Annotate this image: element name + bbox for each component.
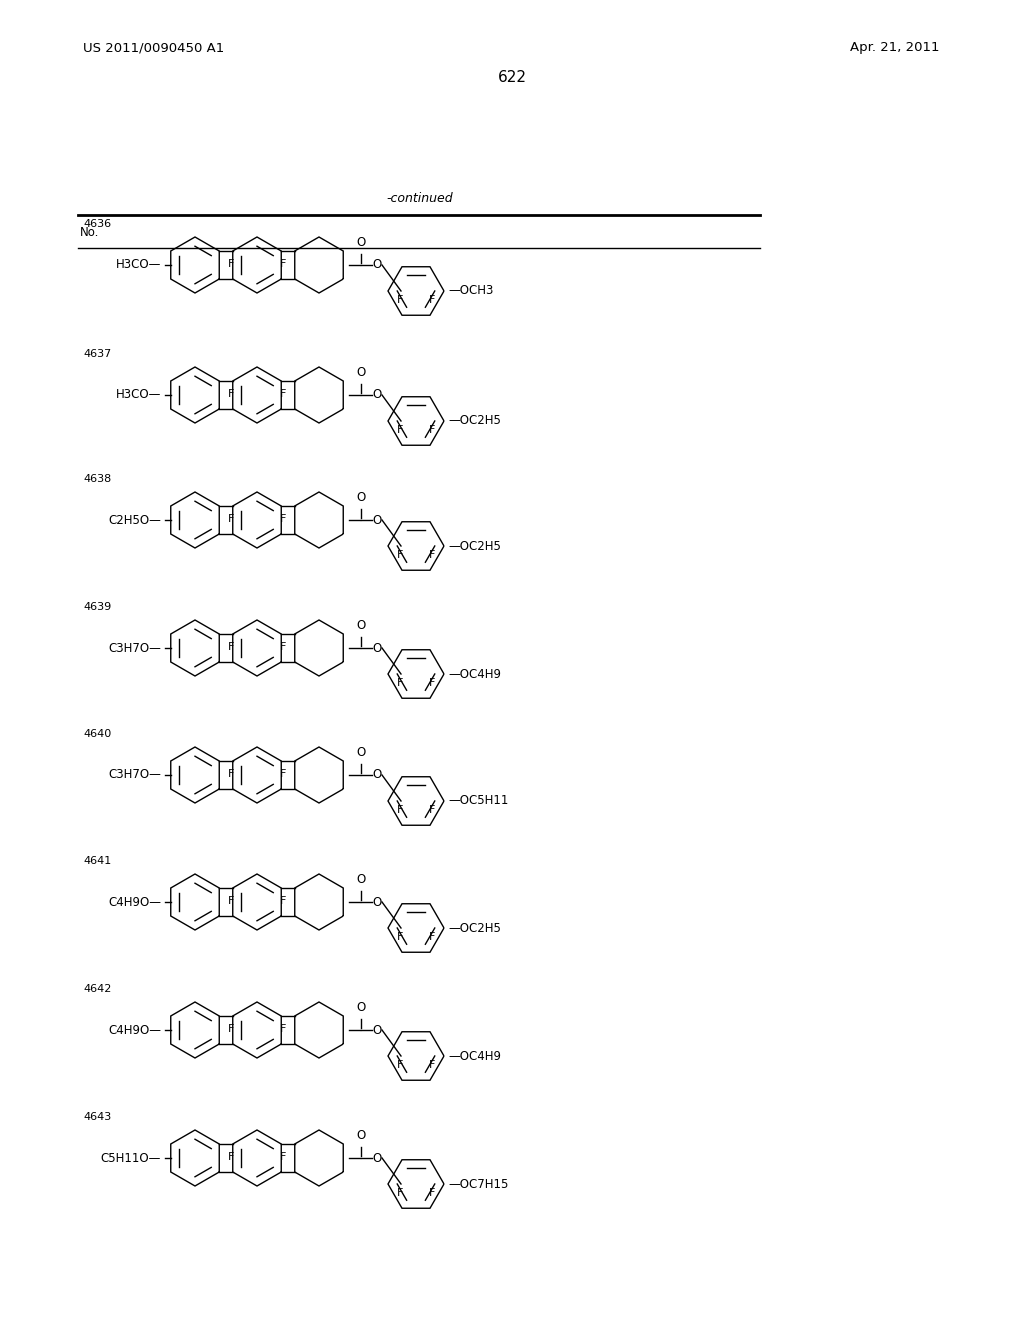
Text: F: F	[397, 1188, 403, 1199]
Text: 4640: 4640	[83, 729, 112, 739]
Text: 4638: 4638	[83, 474, 112, 484]
Text: C3H7O—: C3H7O—	[109, 768, 161, 781]
Text: F: F	[429, 550, 435, 560]
Text: C4H9O—: C4H9O—	[108, 895, 161, 908]
Text: F: F	[397, 932, 403, 942]
Text: F: F	[280, 513, 287, 524]
Text: F: F	[429, 296, 435, 305]
Text: F: F	[280, 770, 287, 779]
Text: O: O	[373, 642, 382, 655]
Text: O: O	[356, 1001, 366, 1014]
Text: 4641: 4641	[83, 855, 112, 866]
Text: F: F	[397, 425, 403, 436]
Text: F: F	[227, 770, 233, 779]
Text: O: O	[373, 768, 382, 781]
Text: O: O	[356, 366, 366, 379]
Text: O: O	[373, 513, 382, 527]
Text: F: F	[280, 1024, 287, 1034]
Text: Apr. 21, 2011: Apr. 21, 2011	[851, 41, 940, 54]
Text: —OC4H9: —OC4H9	[449, 668, 501, 681]
Text: O: O	[356, 236, 366, 249]
Text: F: F	[280, 259, 287, 269]
Text: —OCH3: —OCH3	[449, 285, 494, 297]
Text: O: O	[373, 259, 382, 272]
Text: O: O	[373, 1023, 382, 1036]
Text: C2H5O—: C2H5O—	[109, 513, 161, 527]
Text: O: O	[373, 1151, 382, 1164]
Text: C5H11O—: C5H11O—	[100, 1151, 161, 1164]
Text: No.: No.	[80, 227, 99, 239]
Text: F: F	[227, 513, 233, 524]
Text: F: F	[397, 805, 403, 816]
Text: O: O	[373, 895, 382, 908]
Text: 4643: 4643	[83, 1111, 112, 1122]
Text: C4H9O—: C4H9O—	[108, 1023, 161, 1036]
Text: O: O	[356, 873, 366, 886]
Text: H3CO—: H3CO—	[116, 388, 161, 401]
Text: -continued: -continued	[387, 191, 454, 205]
Text: F: F	[227, 642, 233, 652]
Text: 4636: 4636	[83, 219, 112, 228]
Text: O: O	[356, 619, 366, 632]
Text: 4639: 4639	[83, 602, 112, 612]
Text: O: O	[356, 746, 366, 759]
Text: F: F	[397, 296, 403, 305]
Text: —OC2H5: —OC2H5	[449, 921, 501, 935]
Text: F: F	[227, 896, 233, 906]
Text: C3H7O—: C3H7O—	[109, 642, 161, 655]
Text: F: F	[397, 678, 403, 688]
Text: 4642: 4642	[83, 983, 112, 994]
Text: F: F	[397, 1060, 403, 1071]
Text: F: F	[227, 259, 233, 269]
Text: F: F	[280, 1152, 287, 1162]
Text: 622: 622	[498, 70, 526, 86]
Text: F: F	[280, 642, 287, 652]
Text: O: O	[373, 388, 382, 401]
Text: F: F	[429, 932, 435, 942]
Text: F: F	[429, 805, 435, 816]
Text: F: F	[429, 1188, 435, 1199]
Text: F: F	[280, 389, 287, 399]
Text: —OC5H11: —OC5H11	[449, 795, 508, 808]
Text: US 2011/0090450 A1: US 2011/0090450 A1	[83, 41, 224, 54]
Text: —OC4H9: —OC4H9	[449, 1049, 501, 1063]
Text: —OC2H5: —OC2H5	[449, 414, 501, 428]
Text: O: O	[356, 1129, 366, 1142]
Text: F: F	[227, 1152, 233, 1162]
Text: H3CO—: H3CO—	[116, 259, 161, 272]
Text: O: O	[356, 491, 366, 504]
Text: —OC2H5: —OC2H5	[449, 540, 501, 553]
Text: F: F	[429, 1060, 435, 1071]
Text: F: F	[429, 678, 435, 688]
Text: F: F	[280, 896, 287, 906]
Text: —OC7H15: —OC7H15	[449, 1177, 508, 1191]
Text: F: F	[429, 425, 435, 436]
Text: F: F	[397, 550, 403, 560]
Text: F: F	[227, 389, 233, 399]
Text: F: F	[227, 1024, 233, 1034]
Text: 4637: 4637	[83, 348, 112, 359]
